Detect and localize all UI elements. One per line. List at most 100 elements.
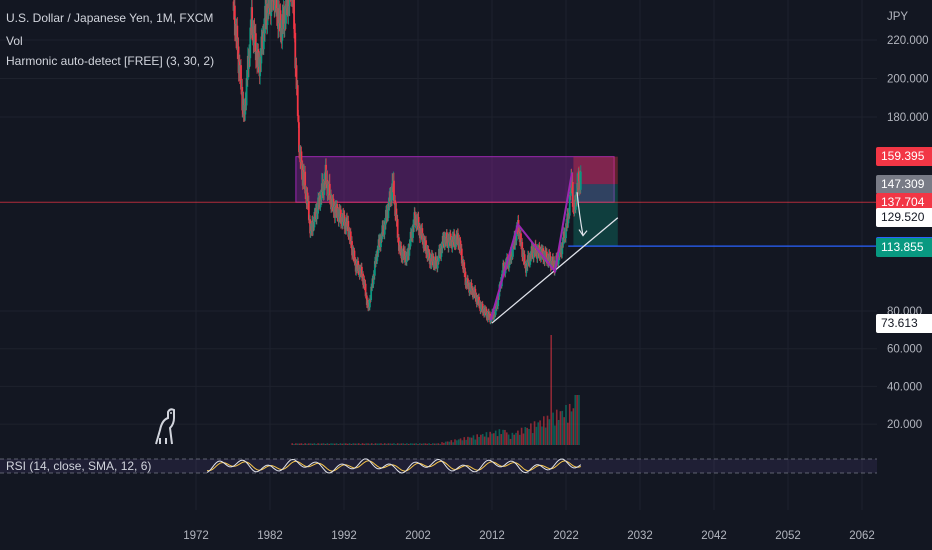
x-tick-label: 2022 (553, 530, 579, 542)
volume-bar (493, 433, 495, 445)
candle-body (293, 29, 296, 33)
candle-body (517, 219, 520, 237)
volume-bar (402, 443, 404, 445)
price-candles (232, 0, 582, 325)
price-axis[interactable]: JPY220.000200.000180.00080.00060.00040.0… (887, 11, 929, 431)
volume-bar (457, 439, 460, 445)
volume-bar (476, 434, 478, 445)
volume-bar (563, 417, 565, 445)
volume-bar (528, 428, 530, 445)
candle-body (266, 3, 269, 26)
resistance-zone (295, 156, 615, 203)
candle-body (446, 232, 448, 244)
candle-body (380, 235, 382, 248)
volume-bar (311, 443, 314, 445)
volume-bar (302, 443, 305, 445)
volume-bar (332, 443, 334, 445)
volume-bar (481, 434, 484, 445)
volume-bar (350, 443, 353, 445)
volume-bar (568, 403, 571, 445)
volume-bar (319, 443, 321, 445)
volume-bar (354, 443, 356, 445)
volume-bar (321, 443, 323, 445)
candle-body (300, 151, 303, 170)
volume-bar (500, 434, 503, 445)
volume-bar (472, 435, 475, 445)
x-tick-label: 2042 (701, 530, 727, 542)
symbol-title[interactable]: U.S. Dollar / Japanese Yen, 1M, FXCM (6, 11, 214, 25)
volume-bar (428, 443, 430, 445)
volume-bar (572, 408, 575, 445)
price-tag[interactable]: 159.395 (876, 147, 932, 167)
pattern-zones (0, 156, 877, 247)
candle-body (567, 212, 570, 224)
volume-bar (419, 443, 421, 445)
price-tag[interactable]: 137.704 (876, 192, 932, 212)
candle-body (372, 274, 375, 285)
volume-bar (443, 442, 445, 445)
volume-bar (483, 436, 486, 445)
volume-bar (541, 426, 543, 445)
volume-bar (352, 443, 355, 445)
candle-body (440, 245, 443, 257)
volume-bar (474, 439, 477, 445)
volume-bar (348, 443, 351, 445)
candle-body (521, 242, 524, 257)
candle-body (494, 306, 497, 315)
rsi-pane (0, 458, 877, 474)
candle-body (460, 248, 463, 264)
candle-body (285, 0, 287, 24)
volume-bar (293, 443, 295, 445)
volume-bar (518, 434, 521, 445)
volume-bar (382, 443, 384, 445)
candle-body (369, 298, 371, 308)
candle-body (576, 182, 578, 202)
price-tag[interactable]: 73.613 (876, 313, 932, 333)
volume-bar (454, 439, 456, 445)
price-tag[interactable]: 129.520 (876, 208, 932, 228)
volume-bar (391, 443, 393, 445)
rsi-legend[interactable]: RSI (14, close, SMA, 12, 6) (6, 459, 152, 473)
candle-body (464, 271, 467, 285)
candle-body (561, 242, 564, 255)
volume-bar (313, 443, 316, 445)
volume-bar (546, 415, 549, 445)
candle-body (340, 209, 342, 224)
volume-bar (526, 427, 528, 445)
volume-bar (531, 433, 534, 445)
volume-bar (524, 427, 527, 445)
volume-bar (437, 443, 440, 445)
dino-icon (155, 408, 175, 445)
price-tag[interactable]: 113.855 (876, 237, 932, 257)
candle-body (248, 50, 250, 69)
candle-body (497, 295, 500, 307)
time-axis[interactable]: 1972 1982 1992 2002 2012 2022 2032 2042 2052 2062 (183, 530, 875, 542)
volume-bar (489, 431, 491, 445)
candle-body (363, 278, 366, 287)
candle-body (467, 278, 469, 287)
volume-legend[interactable]: Vol (6, 34, 23, 48)
price-tag[interactable]: 147.309 (876, 174, 932, 194)
volume-bar (333, 443, 336, 445)
y-tick-label: 180.000 (887, 112, 929, 124)
y-tick-label: 200.000 (887, 74, 929, 86)
volume-bar (548, 419, 551, 445)
volume-bar (576, 395, 578, 445)
candle-body (481, 303, 484, 313)
volume-bar (570, 411, 573, 445)
candle-body (245, 78, 248, 106)
volume-bar (359, 443, 362, 445)
volume-bar (452, 442, 454, 445)
volume-bar (365, 443, 367, 445)
candle-body (508, 256, 511, 268)
volume-bar (530, 423, 532, 445)
volume-bar (515, 432, 517, 445)
candle-body (262, 27, 265, 50)
volume-bar (374, 443, 377, 445)
volume-bar (544, 427, 547, 445)
candle-body (393, 180, 395, 201)
indicator-legend[interactable]: Harmonic auto-detect [FREE] (3, 30, 2) (6, 54, 215, 68)
volume-bar (322, 443, 325, 445)
volume-bar (367, 443, 369, 445)
